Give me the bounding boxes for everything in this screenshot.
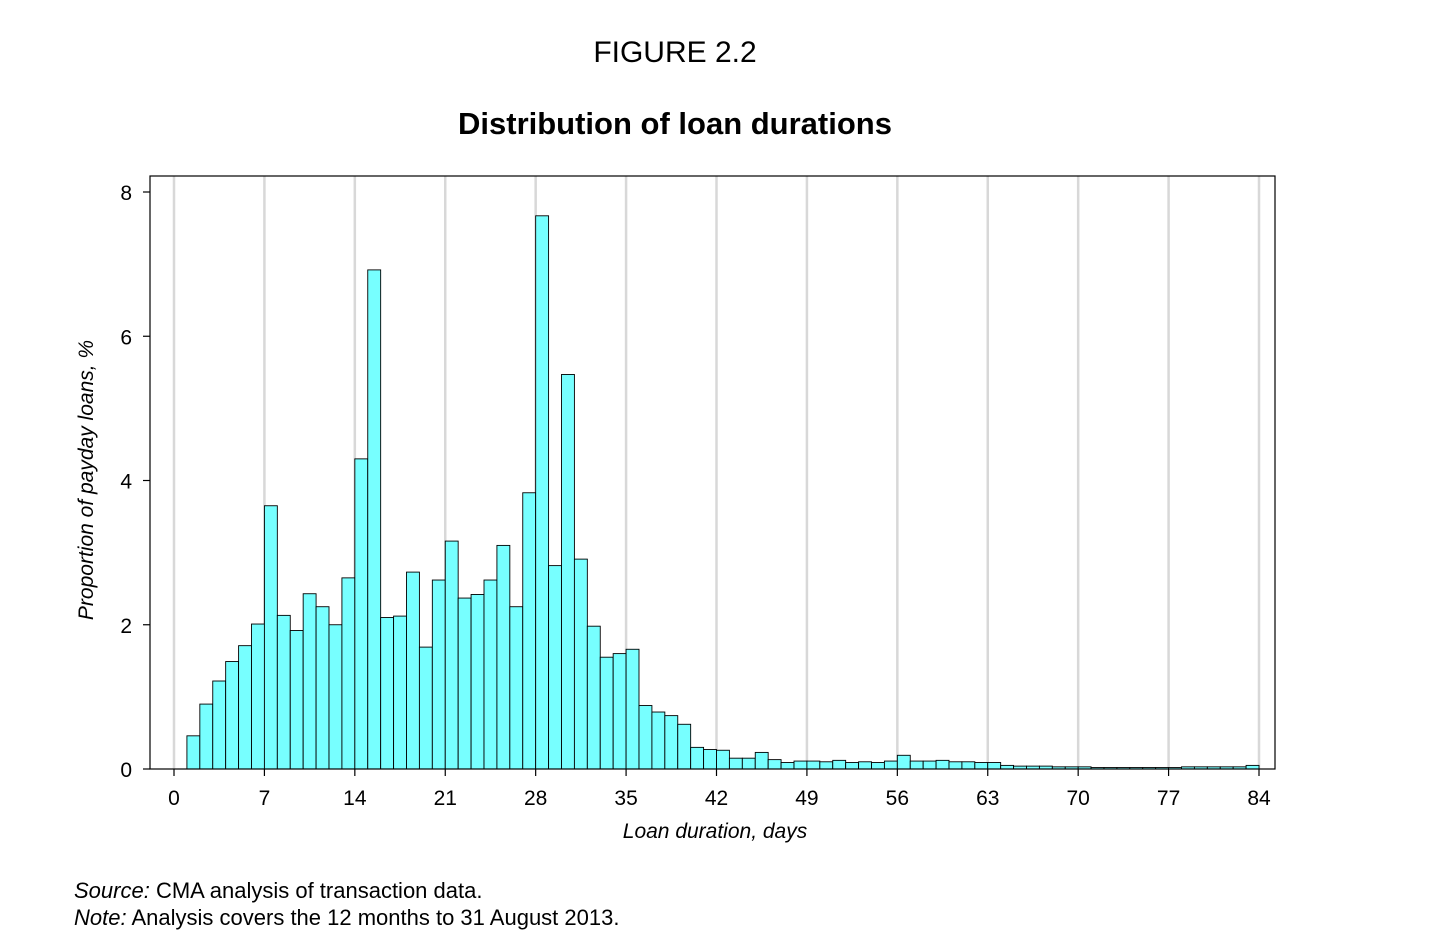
histogram-bar [444, 540, 459, 770]
x-tick-label: 42 [705, 787, 728, 810]
x-tick-label: 28 [524, 787, 547, 810]
histogram-bar [328, 624, 343, 770]
histogram-bar [251, 623, 265, 770]
histogram-bar [690, 746, 705, 770]
histogram-bar [496, 544, 511, 770]
x-axis-label: Loan duration, days [623, 820, 808, 843]
histogram-bar [393, 615, 407, 770]
figure-label: FIGURE 2.2 [593, 36, 757, 69]
histogram-bar [612, 653, 627, 770]
chart-title: Distribution of loan durations [458, 106, 892, 141]
histogram-bar [599, 656, 614, 770]
histogram-bar [832, 759, 847, 770]
y-tick-label: 8 [120, 182, 132, 205]
histogram-bar [754, 751, 769, 770]
y-tick-label: 2 [120, 615, 132, 638]
histogram-bar [186, 735, 201, 770]
histogram-bar [548, 565, 562, 770]
histogram-bar [741, 757, 756, 770]
source-footnote: Source: CMA analysis of transaction data… [74, 878, 482, 904]
histogram-bar [858, 761, 872, 770]
histogram-bar [845, 762, 860, 770]
histogram-bar [961, 761, 976, 770]
histogram-bar [651, 711, 666, 770]
histogram-bar [716, 749, 730, 770]
histogram-bar [909, 760, 924, 770]
histogram-bar [664, 715, 679, 770]
x-tick-label: 49 [795, 787, 818, 810]
histogram-bar [354, 458, 369, 770]
histogram-bar [896, 754, 911, 770]
y-axis-label: Proportion of payday loans, % [75, 340, 98, 620]
histogram-bar [289, 630, 304, 770]
histogram-bar [625, 648, 640, 770]
axes: 0 7 14 21 28 35 42 49 56 63 70 77 84 0 2 4 6 8 [120, 182, 1271, 810]
y-tick-label: 0 [120, 759, 132, 782]
histogram-bar [987, 762, 1002, 770]
x-tick-label: 14 [343, 787, 367, 810]
histogram-bar [263, 505, 278, 770]
histogram-bar [703, 749, 717, 770]
histogram-bar [948, 761, 963, 770]
y-tick-label: 6 [120, 326, 132, 349]
histogram-bar [535, 215, 550, 770]
histogram-bar [199, 703, 214, 770]
histogram-bar [457, 597, 472, 770]
histogram-bar [561, 374, 575, 770]
x-tick-label: 84 [1247, 787, 1271, 810]
histogram-bar [406, 571, 420, 770]
x-tick-label: 35 [614, 787, 637, 810]
x-tick-label: 63 [976, 787, 999, 810]
histogram-bar [793, 760, 808, 770]
histogram-bar [483, 579, 498, 770]
histogram-bar [341, 577, 356, 770]
x-tick-label: 0 [168, 787, 180, 810]
x-tick-label: 7 [259, 787, 271, 810]
x-tick-label: 21 [434, 787, 457, 810]
histogram-bar [418, 646, 433, 770]
histogram-bar [586, 625, 601, 770]
x-tick-label: 77 [1157, 787, 1180, 810]
note-label: Note: [74, 905, 127, 930]
histogram-bar [470, 594, 485, 770]
histogram-bar [367, 269, 382, 770]
histogram-bar [806, 760, 821, 770]
histogram-bar [767, 759, 782, 770]
histogram-bar [780, 762, 795, 770]
x-tick-label: 70 [1066, 787, 1089, 810]
histogram-bar [431, 579, 446, 770]
histogram-bar [522, 492, 537, 770]
histogram-bar [302, 593, 317, 770]
histogram-bar [871, 762, 885, 770]
note-footnote: Note: Analysis covers the 12 months to 3… [74, 905, 619, 931]
source-label: Source: [74, 878, 150, 903]
histogram-bar [238, 645, 252, 770]
note-text: Analysis covers the 12 months to 31 Augu… [131, 905, 620, 930]
histogram-bar [380, 617, 395, 770]
histogram-bar [225, 661, 240, 770]
histogram-bar [573, 558, 588, 770]
histogram-bar [212, 680, 227, 770]
histogram-bar [922, 760, 937, 770]
histogram-bar [677, 723, 692, 770]
histogram-bar [819, 761, 834, 770]
histogram-bar [638, 705, 653, 770]
y-tick-label: 4 [120, 471, 132, 494]
histogram-bar [315, 606, 330, 770]
source-text: CMA analysis of transaction data. [155, 878, 483, 903]
histogram-bar [509, 606, 524, 770]
bars [186, 215, 1260, 770]
x-tick-label: 56 [886, 787, 909, 810]
histogram-bar [276, 614, 291, 770]
histogram-bar [728, 757, 743, 770]
histogram-bar [935, 759, 950, 770]
plot-frame [149, 175, 1276, 770]
histogram-bar [883, 760, 898, 770]
histogram-bar [974, 762, 989, 770]
